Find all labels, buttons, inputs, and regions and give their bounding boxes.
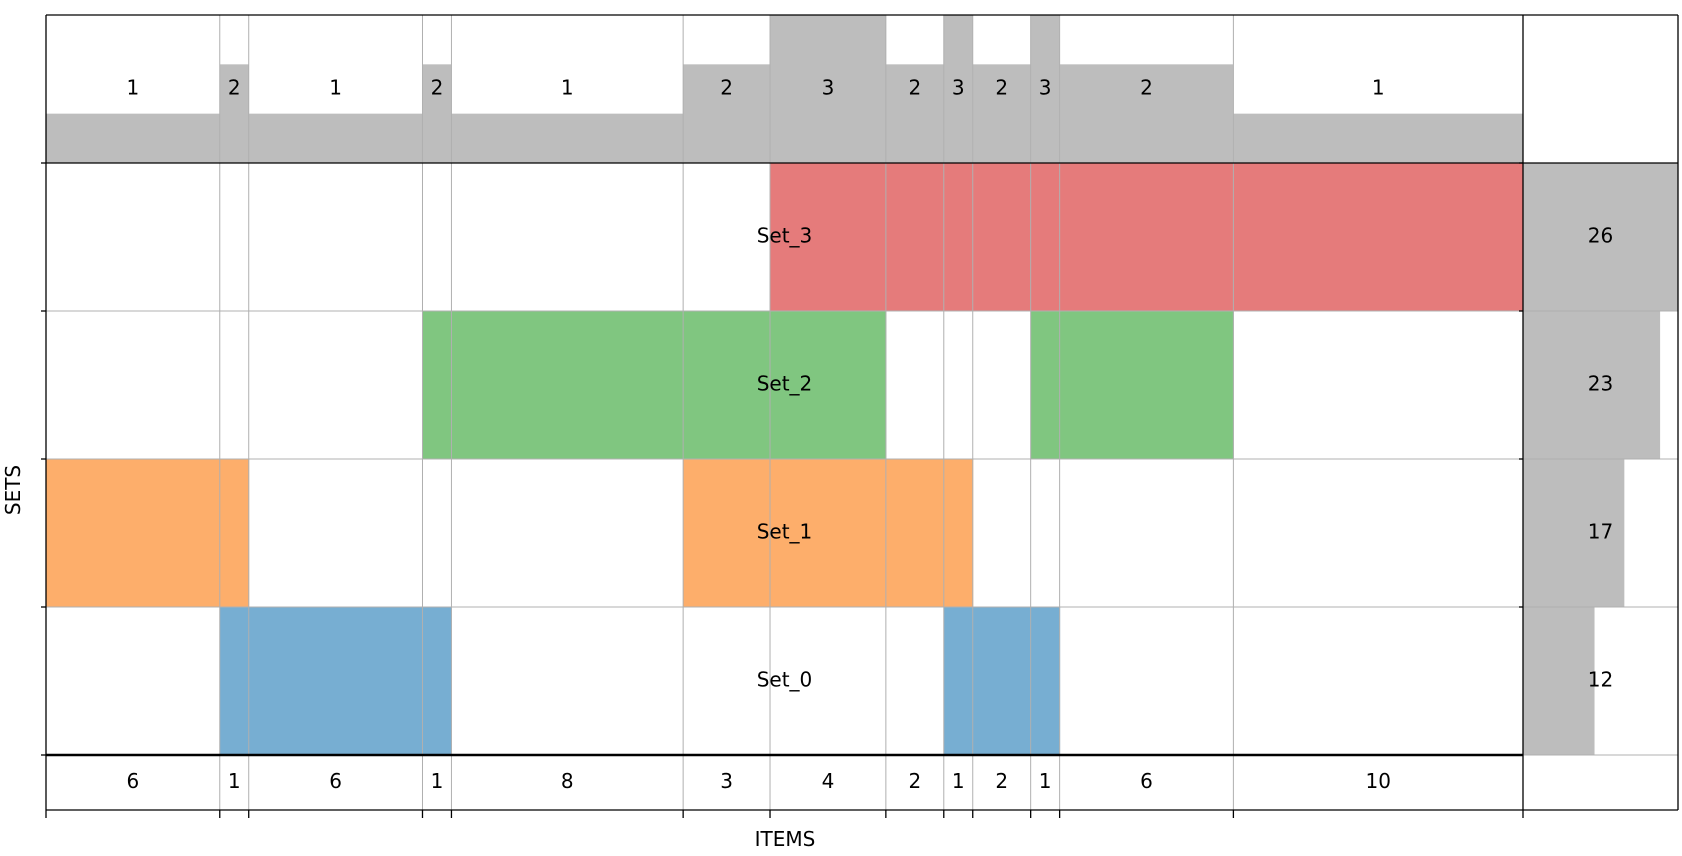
segment-count-label: 1 — [431, 769, 444, 793]
set-size-label: 23 — [1588, 372, 1613, 396]
degree-bar — [1233, 113, 1523, 163]
membership-cell-set-3 — [885, 163, 945, 311]
set-name-label-set-2: Set_2 — [757, 372, 813, 396]
degree-label: 2 — [995, 76, 1008, 100]
membership-cell-set-0 — [972, 607, 1032, 755]
degree-label: 2 — [431, 76, 444, 100]
degree-bar — [219, 64, 249, 163]
segment-count-label: 6 — [329, 769, 342, 793]
segment-count-label: 3 — [720, 769, 733, 793]
membership-cell-set-0 — [422, 607, 452, 755]
degree-bar — [943, 15, 973, 163]
degree-bars-layer — [46, 15, 1523, 163]
set-name-label-set-1: Set_1 — [757, 520, 813, 544]
x-axis-label: ITEMS — [755, 827, 816, 851]
membership-cell-set-1 — [885, 459, 945, 607]
membership-cell-set-2 — [1059, 311, 1234, 459]
segment-count-label: 2 — [908, 769, 921, 793]
membership-cell-set-3 — [1233, 163, 1524, 311]
set-size-bar-set-3 — [1523, 163, 1678, 311]
membership-cell-set-2 — [1030, 311, 1061, 459]
membership-cell-set-1 — [219, 459, 250, 607]
set-name-label-set-0: Set_0 — [757, 668, 813, 692]
degree-bar — [683, 64, 771, 163]
membership-cell-set-2 — [770, 311, 887, 459]
set-name-label-set-3: Set_3 — [757, 224, 813, 248]
degree-label: 1 — [127, 76, 140, 100]
membership-cell-set-2 — [422, 311, 452, 459]
degree-label: 3 — [822, 76, 835, 100]
membership-cell-set-3 — [943, 163, 974, 311]
degree-label: 1 — [561, 76, 574, 100]
membership-cell-set-3 — [1059, 163, 1234, 311]
degree-bar — [1030, 15, 1060, 163]
segment-count-label: 1 — [952, 769, 965, 793]
set-size-bar-set-1 — [1523, 459, 1625, 607]
degree-label: 3 — [1039, 76, 1052, 100]
segment-count-label: 1 — [228, 769, 241, 793]
degree-bar — [46, 113, 220, 163]
degree-bar — [885, 64, 944, 163]
y-axis-label: SETS — [1, 465, 25, 515]
degree-label: 3 — [952, 76, 965, 100]
segment-count-label: 4 — [822, 769, 835, 793]
degree-label: 2 — [908, 76, 921, 100]
segment-count-label: 8 — [561, 769, 574, 793]
frame-layer — [41, 14, 1679, 818]
degree-label: 1 — [1372, 76, 1385, 100]
membership-cell-set-2 — [451, 311, 684, 459]
degree-bar — [1059, 64, 1234, 163]
degree-bar — [770, 15, 886, 163]
membership-cell-set-1 — [46, 459, 221, 607]
degree-label: 2 — [228, 76, 241, 100]
membership-cell-set-1 — [943, 459, 974, 607]
membership-cell-set-0 — [943, 607, 974, 755]
membership-cell-set-0 — [219, 607, 250, 755]
degree-bar — [248, 113, 423, 163]
labels-layer: 1 2 1 2 1 2 3 2 3 2 3 2 126231712Set_3Set_2Set_1Set_… — [127, 76, 1614, 794]
membership-cell-set-1 — [770, 459, 887, 607]
set-size-bars-layer — [1523, 163, 1678, 755]
segment-count-label: 1 — [1039, 769, 1052, 793]
degree-label: 2 — [1140, 76, 1153, 100]
set-size-label: 12 — [1588, 668, 1613, 692]
grid-layer — [46, 15, 1678, 810]
degree-bar — [422, 64, 452, 163]
segment-count-label: 6 — [1140, 769, 1153, 793]
membership-cell-set-0 — [248, 607, 423, 755]
set-size-label: 26 — [1588, 224, 1613, 248]
segment-count-label: 10 — [1365, 769, 1390, 793]
membership-cell-set-2 — [683, 311, 771, 459]
set-size-bar-set-2 — [1523, 311, 1661, 459]
set-size-bar-set-0 — [1523, 607, 1595, 755]
degree-bar — [451, 113, 684, 163]
segment-count-label: 6 — [127, 769, 140, 793]
degree-bar — [972, 64, 1031, 163]
membership-cell-set-3 — [972, 163, 1032, 311]
membership-cell-set-1 — [683, 459, 771, 607]
membership-cell-set-3 — [770, 163, 887, 311]
segment-count-label: 2 — [995, 769, 1008, 793]
membership-cell-set-0 — [1030, 607, 1061, 755]
membership-cell-set-3 — [1030, 163, 1061, 311]
degree-label: 1 — [329, 76, 342, 100]
degree-label: 2 — [720, 76, 733, 100]
set-size-label: 17 — [1588, 520, 1613, 544]
matrix-layer — [46, 163, 1524, 755]
